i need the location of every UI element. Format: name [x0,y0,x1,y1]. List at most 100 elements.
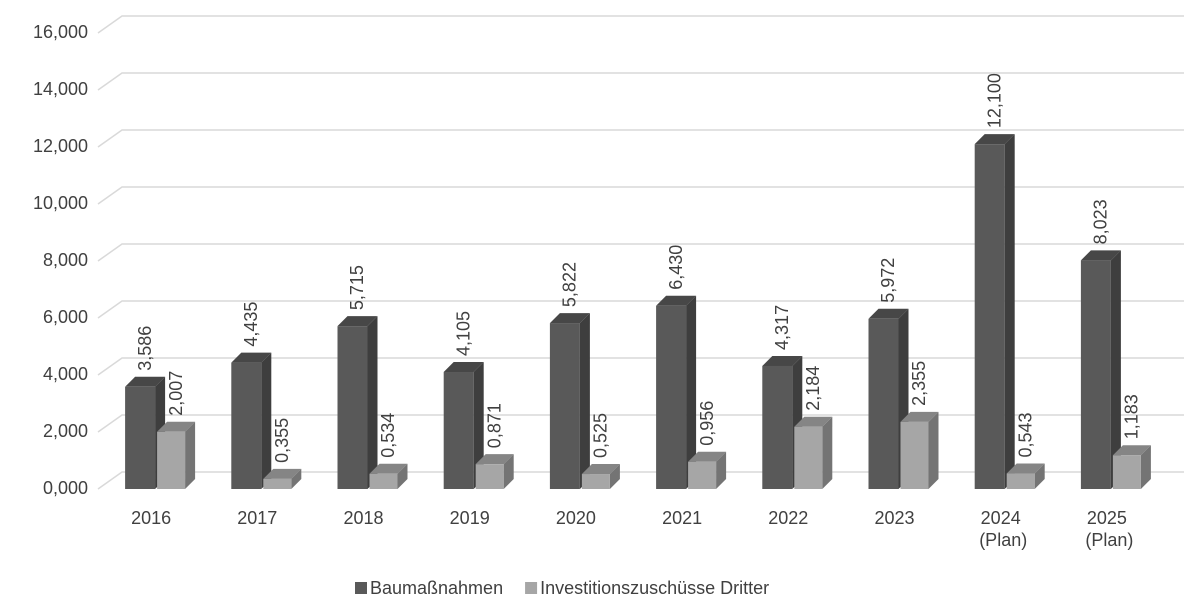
bar [549,313,590,489]
bar-top [1006,463,1045,474]
bar-side [1110,250,1121,489]
y-tick-label: 6,000 [43,307,88,327]
bar-front [794,426,823,489]
bar-front [1112,455,1141,489]
bar-side [503,454,514,489]
bar-front [549,323,580,489]
x-tick-label: 2020 [556,508,596,528]
grid-line [97,15,1184,34]
bar [443,362,484,489]
bar [337,316,378,489]
grid-line [97,414,1184,433]
bar-side [822,416,833,489]
grid-line [97,129,1184,148]
value-label: 4,435 [241,302,261,347]
bar [1080,250,1121,489]
legend-label: Baumaßnahmen [370,578,503,598]
bar-top [263,468,302,479]
bar-front [157,431,186,489]
bar-side [928,411,939,489]
value-label: 0,543 [1015,412,1035,457]
bar [157,421,196,489]
bar [263,468,302,489]
bar-front [125,386,156,489]
x-tick-label: 2022 [768,508,808,528]
bar-front [263,478,292,489]
bar-side [1140,445,1151,489]
x-tick-line: (Plan) [1080,530,1133,550]
value-label: 5,972 [878,258,898,303]
value-label: 12,100 [984,73,1004,128]
value-label: 3,586 [135,326,155,371]
value-label: 0,534 [378,413,398,458]
bar-front [443,372,474,489]
bar-top [549,313,590,324]
value-label: 2,007 [166,371,186,416]
bar-top [1112,445,1151,456]
value-label: 0,525 [591,413,611,458]
y-tick-label: 4,000 [43,364,88,384]
bar-front [974,144,1005,489]
x-tick-line: 2024 [981,508,1021,528]
value-label: 5,822 [560,262,580,307]
x-tick-label: 2019 [450,508,490,528]
y-tick-label: 16,000 [33,22,88,42]
bar-front [762,365,793,489]
value-label: 6,430 [666,245,686,290]
bar [581,464,620,489]
bar-top [125,376,166,387]
x-tick-line: 2025 [1087,508,1127,528]
value-label: 2,184 [803,366,823,411]
grid-line [97,357,1184,376]
value-label: 4,317 [772,305,792,350]
bar-top [900,411,939,422]
y-tick-label: 10,000 [33,193,88,213]
legend-swatch [525,582,538,594]
x-tick-label: 2018 [343,508,383,528]
bar-top [369,463,408,474]
x-tick-label: 2016 [131,508,171,528]
x-tick-label: 2017 [237,508,277,528]
bar-top [656,295,697,306]
bar-top [688,451,727,462]
bar-front [1006,473,1035,489]
bar [1112,445,1151,489]
bar-top [974,134,1015,145]
bar-front [1080,260,1111,489]
bar-side [579,313,590,489]
value-label: 0,956 [697,401,717,446]
bar-front [900,421,929,489]
bar [794,416,833,489]
y-tick-label: 8,000 [43,250,88,270]
bar [656,295,697,489]
y-tick-label: 0,000 [43,478,88,498]
bar-top [762,355,803,366]
bar-side [397,463,408,489]
value-label: 5,715 [347,265,367,310]
bar-side [473,362,484,489]
value-label: 4,105 [453,311,473,356]
bar-side [1004,134,1015,489]
bar-side [686,295,697,489]
bar-top [337,316,378,327]
grid-line [97,300,1184,319]
bar-front [868,318,899,489]
bar-side [1034,463,1045,489]
bar-side [291,468,302,489]
bar-front [656,305,687,489]
x-tick-label: 2023 [874,508,914,528]
bar-front [581,474,610,489]
legend-label: Investitionszuschüsse Dritter [540,578,769,598]
bar-front [231,362,262,489]
x-tick-label: 2024 (Plan) [974,508,1027,550]
y-tick-label: 12,000 [33,136,88,156]
x-tick-line: (Plan) [974,530,1027,550]
bar [900,411,939,489]
y-tick-label: 2,000 [43,421,88,441]
bar [688,451,727,489]
bar-side [261,352,272,489]
grid-line [97,186,1184,205]
bar [475,454,514,489]
bar-front [337,326,368,489]
